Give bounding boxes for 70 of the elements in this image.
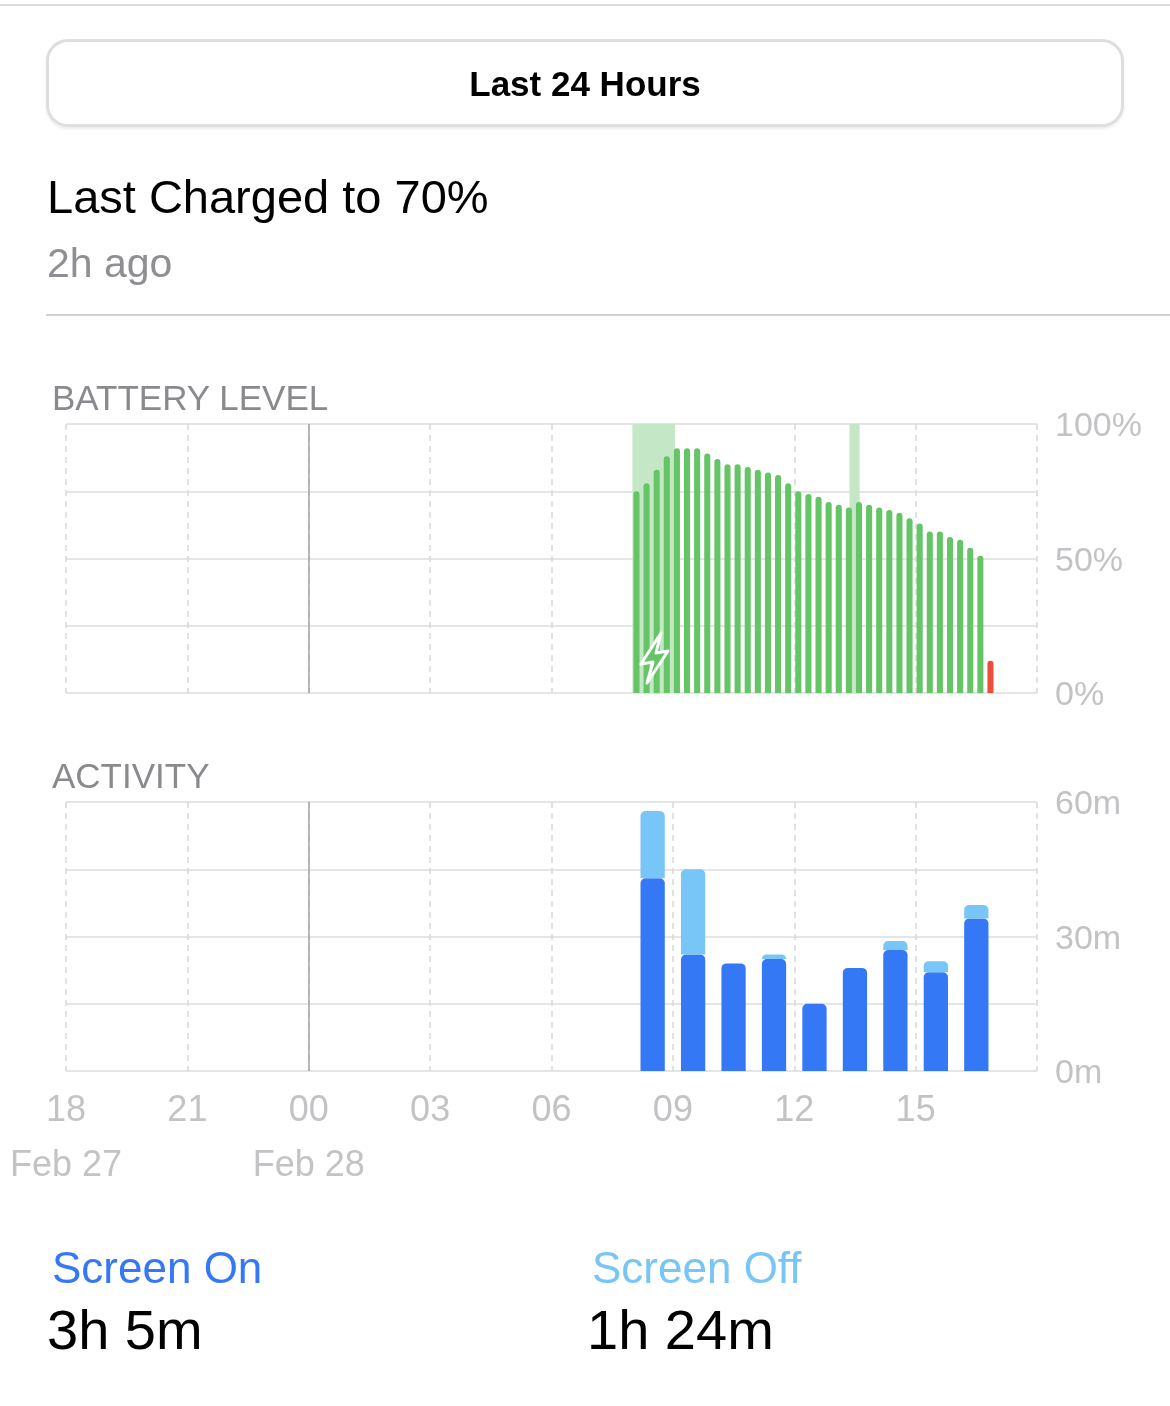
bar [640,810,665,879]
bar [785,483,792,693]
bar [680,869,706,955]
bar [640,878,665,1071]
bar [744,467,751,693]
x-tick-label: 12 [774,1088,815,1129]
bar [694,448,701,693]
y-tick-label: 0m [1055,1052,1103,1090]
text: 2h ago [47,240,173,286]
bar [761,958,787,1071]
bar [704,453,711,693]
bar [825,502,832,693]
bar [896,512,903,693]
y-tick-label: 50% [1055,539,1124,578]
chart-title: BATTERY LEVEL [52,378,329,417]
bar [977,555,984,693]
x-tick-label: 21 [167,1088,208,1129]
bar [883,949,908,1071]
bar [883,940,908,950]
bar [866,504,873,693]
bar [805,493,812,693]
bar [764,472,771,693]
text: Screen On [52,1242,263,1292]
bar [734,464,741,693]
bar [775,475,782,693]
bar [795,491,802,693]
bar [663,456,670,693]
bar [673,448,680,693]
bar [936,531,943,693]
bar [815,496,822,693]
y-tick-label: 60m [1055,783,1122,821]
bar [835,504,842,693]
x-tick-label: 03 [410,1088,451,1129]
bar [916,523,923,693]
bar [967,547,974,693]
bar [721,963,746,1071]
bar [923,961,948,973]
x-tick-label: 09 [652,1088,693,1129]
bar [876,507,883,693]
bar [633,491,640,693]
bar [886,510,893,693]
bar [946,536,954,693]
bar [987,660,994,693]
text: Screen Off [592,1242,803,1292]
button: Last 24 Hours [46,39,1124,127]
bar [957,539,964,693]
bar [714,458,721,693]
bar [724,464,731,693]
y-tick-label: 100% [1055,405,1142,443]
text: 1h 24m [587,1297,774,1361]
x-tick-label: 15 [895,1088,936,1129]
chart-title: ACTIVITY [52,756,210,795]
bar [842,967,868,1071]
bar [964,918,989,1071]
bar [754,469,761,693]
x-tick-label: 18 Feb 27 [9,1088,123,1184]
y-tick-label: 30m [1055,917,1122,956]
bar [643,483,650,693]
bar [684,448,691,693]
bar [802,1003,827,1071]
y-tick-label: 0% [1055,674,1105,712]
text: 3h 5m [47,1297,203,1361]
bar [923,972,948,1071]
bar [680,954,706,1071]
x-tick-label: 00 Feb 28 [252,1088,365,1184]
bar [926,531,933,693]
bar [906,518,913,693]
bar [964,905,989,919]
x-tick-label: 06 [531,1088,572,1129]
text: Last Charged to 70% [47,170,489,223]
